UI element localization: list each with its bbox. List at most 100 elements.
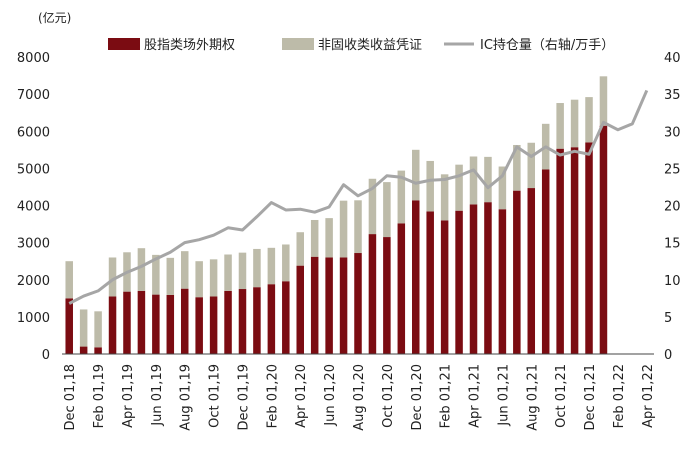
- bar-s0-19: [339, 257, 348, 354]
- bar-s1-19: [339, 200, 348, 258]
- x-tick-30: Jun 01,21: [496, 364, 511, 427]
- bar-s1-9: [195, 261, 203, 298]
- bar-s1-12: [238, 252, 247, 290]
- x-tick-2: Feb 01,19: [92, 364, 107, 428]
- y-right-tick-10: 10: [664, 274, 681, 289]
- y-right-tick-5: 5: [664, 311, 672, 326]
- x-tick-36: Dec 01,21: [583, 364, 598, 431]
- y-right-tick-20: 20: [664, 200, 681, 215]
- y-left-tick-0: 0: [42, 348, 50, 363]
- bar-s1-7: [166, 257, 175, 295]
- bar-s0-14: [267, 284, 276, 354]
- y-left-tick-6000: 6000: [17, 125, 50, 140]
- bar-s0-16: [296, 265, 304, 354]
- x-tick-16: Apr 01,20: [294, 364, 309, 428]
- bar-s1-21: [368, 178, 377, 235]
- bar-s0-26: [440, 220, 449, 354]
- bar-s0-22: [383, 237, 391, 354]
- bar-s0-1: [79, 346, 88, 354]
- bar-s1-36: [585, 97, 593, 143]
- x-tick-14: Feb 01,20: [265, 364, 280, 428]
- bar-s1-23: [397, 170, 406, 224]
- x-tick-8: Aug 01,19: [179, 364, 194, 431]
- bar-s0-13: [253, 287, 261, 354]
- bar-s1-30: [498, 166, 507, 210]
- y-left-unit: (亿元): [38, 10, 71, 25]
- bar-s1-8: [180, 251, 189, 289]
- bar-s0-2: [94, 347, 102, 354]
- x-tick-4: Apr 01,19: [121, 364, 136, 428]
- bar-s0-3: [108, 296, 117, 354]
- bar-s0-33: [541, 169, 550, 354]
- bar-s0-17: [310, 256, 319, 354]
- bar-s1-15: [282, 244, 290, 282]
- bar-s0-4: [123, 291, 131, 354]
- bar-s0-12: [238, 289, 247, 354]
- bar-s0-9: [195, 297, 203, 354]
- bar-s0-30: [498, 209, 507, 354]
- bar-layer: [65, 76, 608, 355]
- bar-s0-35: [570, 147, 579, 354]
- x-tick-24: Dec 01,20: [410, 364, 425, 431]
- y-right-tick-30: 30: [664, 125, 681, 140]
- y-left-tick-1000: 1000: [17, 311, 50, 326]
- x-tick-34: Oct 01,21: [554, 364, 569, 428]
- x-tick-32: Aug 01,21: [525, 364, 540, 431]
- bar-s1-31: [513, 144, 521, 191]
- y-right-tick-40: 40: [664, 51, 681, 66]
- y-right-tick-25: 25: [664, 162, 681, 177]
- y-left-tick-7000: 7000: [17, 88, 50, 103]
- x-tick-22: Oct 01,20: [381, 364, 396, 428]
- bar-s0-23: [397, 223, 406, 354]
- x-tick-38: Feb 01,22: [612, 364, 627, 428]
- y-left-tick-2000: 2000: [17, 274, 50, 289]
- legend-label-1: 非固收类收益凭证: [318, 38, 422, 53]
- bar-s1-18: [325, 218, 333, 258]
- y-right-tick-0: 0: [664, 348, 672, 363]
- bar-s0-29: [484, 202, 492, 354]
- bar-s0-27: [455, 210, 463, 354]
- bar-s0-21: [368, 234, 377, 354]
- legend-label-0: 股指类场外期权: [144, 37, 235, 53]
- bar-s1-6: [152, 254, 160, 295]
- y-left-tick-5000: 5000: [17, 162, 50, 177]
- bar-s0-25: [426, 211, 434, 354]
- x-tick-40: Apr 01,22: [641, 364, 656, 428]
- line-0: [68, 89, 649, 305]
- bar-s0-8: [180, 288, 189, 354]
- bar-s0-32: [527, 188, 536, 354]
- bar-s1-26: [440, 174, 449, 221]
- bar-s1-5: [137, 248, 146, 291]
- bar-s0-11: [224, 290, 232, 354]
- bar-s0-15: [282, 281, 290, 354]
- bar-s1-11: [224, 254, 232, 291]
- x-tick-0: Dec 01,18: [63, 364, 78, 431]
- x-tick-26: Feb 01,21: [439, 364, 454, 428]
- bar-s1-22: [383, 182, 391, 238]
- legend-swatch-1: [282, 38, 314, 50]
- bar-s0-20: [354, 253, 362, 354]
- bar-s0-10: [209, 296, 218, 354]
- bar-s1-10: [209, 259, 218, 297]
- y-left-tick-8000: 8000: [17, 51, 50, 66]
- x-tick-28: Apr 01,21: [468, 364, 483, 428]
- bar-s1-17: [310, 219, 319, 257]
- bar-s0-37: [599, 125, 608, 355]
- bar-s1-25: [426, 160, 434, 212]
- y-left-tick-3000: 3000: [17, 237, 50, 252]
- bar-s1-0: [65, 261, 73, 299]
- bar-s0-36: [585, 142, 593, 354]
- bar-s1-3: [108, 257, 117, 297]
- bar-s1-1: [79, 309, 88, 347]
- bar-s0-31: [513, 190, 521, 354]
- legend-swatch-0: [108, 38, 140, 50]
- axes: 0 1000 2000 3000 4000 5000 6000 7000 8000 0 5 10 15 2…: [17, 51, 681, 431]
- bar-s0-6: [152, 294, 160, 354]
- legend-label-2: IC持仓量（右轴/万手）: [480, 38, 614, 53]
- bar-s1-29: [484, 156, 492, 203]
- bar-s1-24: [412, 149, 420, 201]
- y-left-tick-4000: 4000: [17, 200, 50, 215]
- bar-s0-18: [325, 257, 333, 354]
- line-layer: [68, 89, 649, 305]
